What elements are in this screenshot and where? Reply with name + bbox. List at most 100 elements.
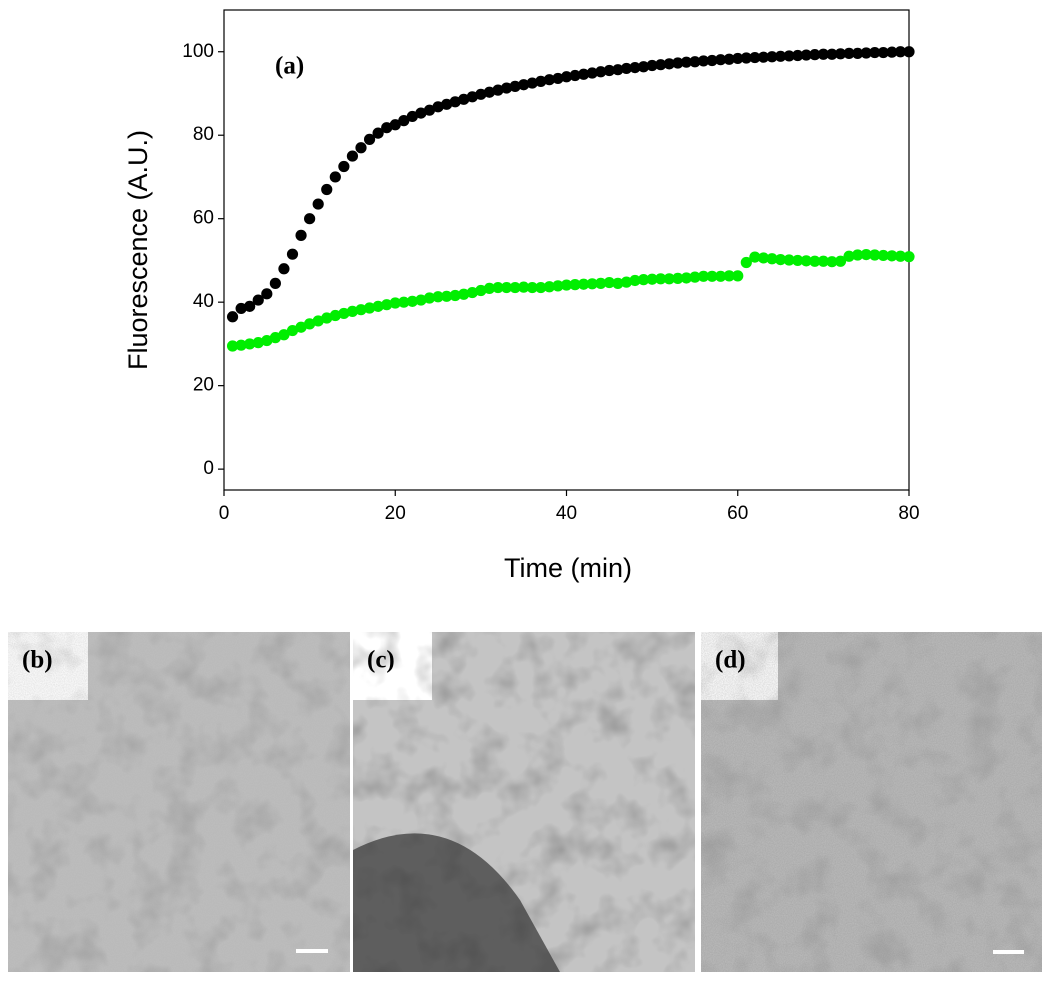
data-point (843, 250, 855, 262)
data-point (286, 248, 299, 260)
x-tick-label: 0 (219, 503, 230, 524)
y-tick-label: 0 (203, 458, 214, 479)
data-point (869, 46, 881, 59)
data-point (449, 96, 461, 108)
data-point (852, 47, 864, 60)
data-point (269, 277, 281, 289)
data-point (560, 279, 573, 291)
data-point (295, 229, 307, 241)
data-point (338, 160, 350, 173)
data-point (244, 338, 256, 350)
data-point (269, 332, 281, 344)
data-point (723, 270, 735, 282)
data-point (329, 171, 341, 183)
data-point (595, 66, 607, 78)
data-point (706, 54, 718, 67)
y-tick-label: 80 (193, 124, 214, 145)
data-point (886, 46, 898, 58)
data-point (441, 290, 453, 302)
data-point (252, 294, 264, 306)
data-point (535, 281, 547, 294)
data-point (304, 318, 316, 330)
data-point (441, 98, 453, 110)
data-point (646, 59, 658, 72)
data-point (903, 46, 915, 58)
data-point (620, 276, 633, 288)
data-point (852, 249, 864, 261)
data-point (757, 252, 770, 264)
data-point (363, 133, 376, 145)
data-point (492, 281, 504, 294)
data-point (637, 61, 650, 73)
data-point (500, 281, 513, 294)
data-point (903, 251, 915, 263)
data-point (235, 302, 247, 315)
data-point (680, 272, 692, 284)
y-tick-label: 40 (193, 291, 214, 312)
data-point (697, 55, 710, 67)
data-point (552, 72, 564, 85)
data-point (355, 142, 367, 154)
data-point (655, 273, 667, 285)
data-point (603, 276, 615, 289)
data-point (629, 274, 641, 287)
data-point (706, 270, 718, 282)
panel-label: (c) (367, 647, 395, 674)
data-point (261, 288, 273, 300)
micrograph-b (8, 632, 350, 972)
data-point (783, 254, 795, 266)
data-point (518, 281, 530, 293)
data-point (226, 311, 239, 323)
data-point (458, 93, 470, 105)
data-point (774, 254, 787, 266)
data-point (278, 263, 290, 275)
data-point (398, 296, 410, 308)
data-point (226, 340, 239, 352)
data-point (800, 255, 812, 267)
data-point (860, 248, 872, 261)
data-point (740, 256, 752, 269)
data-point (304, 213, 316, 225)
data-point (612, 277, 624, 289)
data-point (894, 250, 907, 262)
data-point (894, 46, 907, 58)
data-point (389, 297, 401, 309)
data-point (774, 50, 787, 62)
data-point (535, 75, 547, 87)
data-point (355, 304, 367, 316)
data-point (312, 315, 324, 327)
data-point (672, 272, 684, 284)
data-point (809, 49, 821, 61)
data-point (346, 150, 359, 162)
x-axis-title: Time (min) (504, 553, 632, 583)
x-tick-label: 40 (556, 503, 577, 524)
data-point (518, 79, 530, 91)
data-point (543, 74, 555, 86)
data-point (783, 50, 795, 62)
data-point (295, 321, 307, 333)
data-point (526, 77, 538, 89)
data-point (372, 300, 384, 312)
data-point (672, 57, 684, 69)
data-point (766, 51, 778, 63)
x-tick-label: 60 (727, 503, 748, 524)
data-point (372, 127, 384, 139)
micrograph-c (353, 632, 695, 972)
data-point (877, 46, 889, 59)
plot-area: 0 20 40 60 80 100 0 20 40 60 80 (182, 9, 920, 524)
data-point (432, 101, 444, 113)
x-tick-label: 80 (898, 503, 919, 524)
data-point (398, 115, 410, 127)
data-point (526, 281, 538, 294)
data-point (286, 324, 299, 337)
data-point (423, 104, 436, 116)
panel-label: (d) (715, 647, 746, 674)
data-point (432, 291, 444, 303)
data-point (860, 47, 872, 59)
data-point (389, 119, 401, 131)
data-point (466, 91, 478, 103)
data-point (792, 254, 804, 267)
micrograph-d (701, 632, 1042, 972)
data-point (312, 198, 324, 210)
